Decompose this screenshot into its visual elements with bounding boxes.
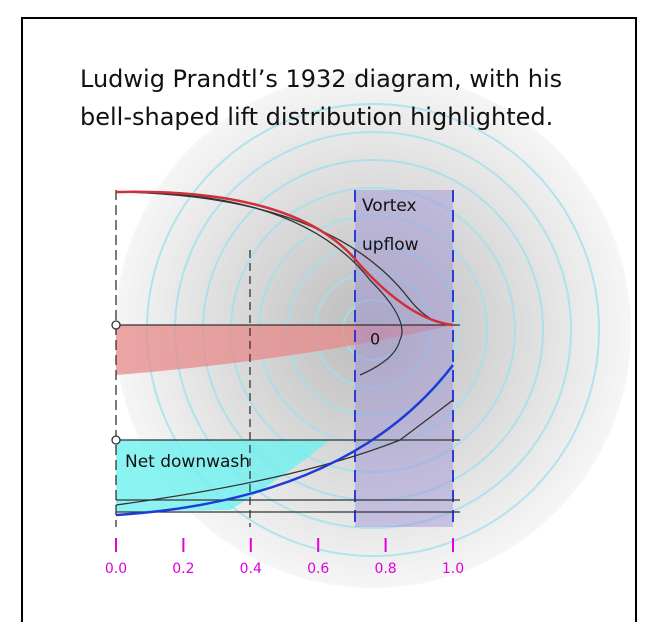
- tick-label: 0.0: [105, 561, 127, 577]
- tick-label: 0.8: [374, 561, 396, 577]
- label: Net downwash: [125, 452, 250, 472]
- axis: 0.0 0.2 0.4 0.6 0.8 1.0: [105, 538, 464, 577]
- tick-label: 0.6: [307, 561, 329, 577]
- caption: Ludwig Prandtl’s 1932 diagram, with his: [80, 65, 562, 93]
- tick-label: 1.0: [442, 561, 464, 577]
- label: Vortex: [362, 196, 417, 216]
- tick-label: 0.4: [240, 561, 262, 577]
- label: upflow: [362, 235, 419, 255]
- vortex-box: [355, 190, 453, 527]
- red-curve: [115, 190, 454, 327]
- caption: bell-shaped lift distribution highlighte…: [80, 103, 553, 131]
- blue-curve: [115, 364, 454, 517]
- frame: [21, 17, 637, 622]
- pink-area: [116, 325, 453, 375]
- sketch: [111, 190, 460, 527]
- tick-label: 0.2: [172, 561, 194, 577]
- cyan-area: [116, 440, 330, 512]
- label: 0: [370, 330, 380, 349]
